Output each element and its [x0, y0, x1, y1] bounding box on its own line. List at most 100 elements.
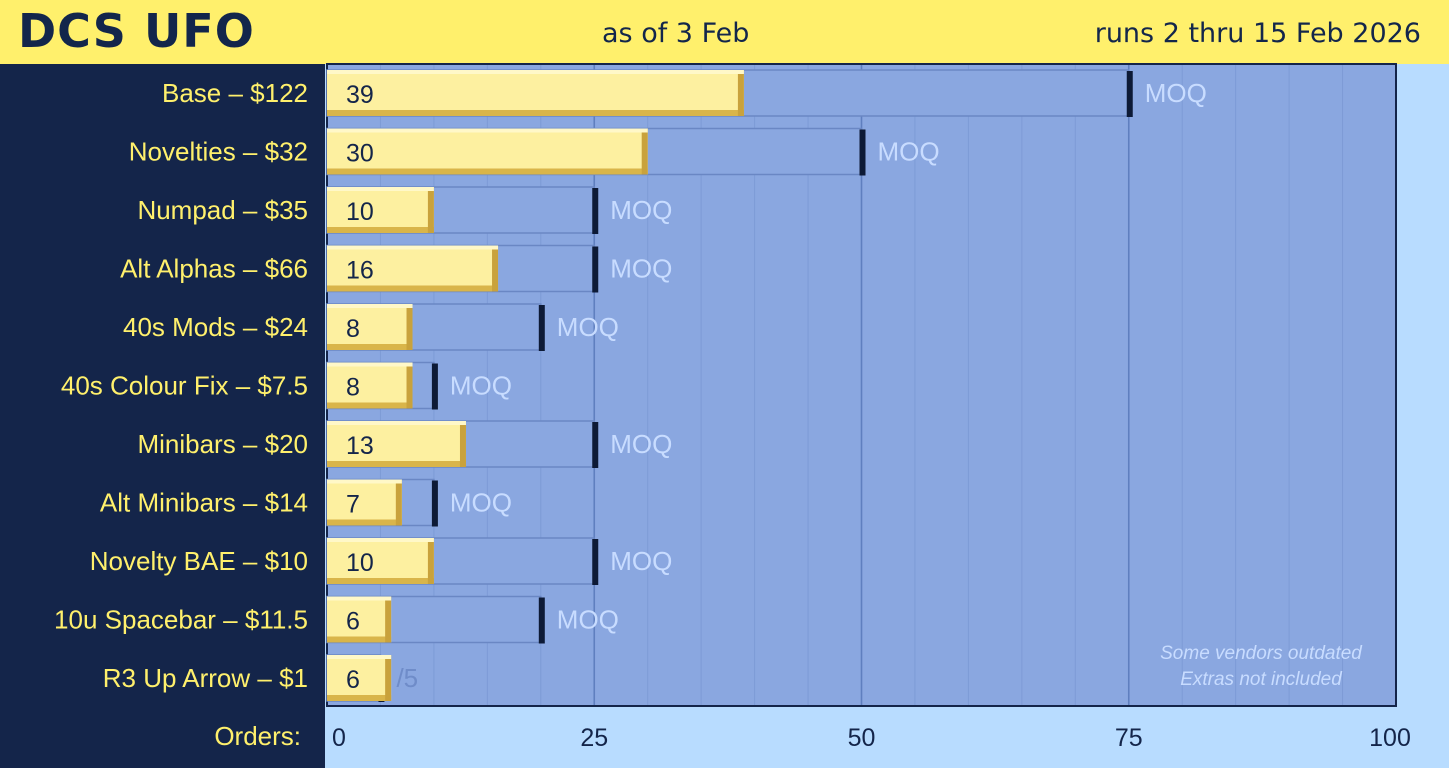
order-bar-edge	[406, 304, 413, 350]
order-bar-edge	[492, 245, 499, 292]
moq-label: MOQ	[450, 371, 512, 401]
order-bar-highlight	[327, 596, 392, 601]
moq-end-marker	[592, 188, 599, 234]
order-bar-shadow	[327, 110, 744, 116]
moq-label: /5	[396, 663, 418, 693]
order-bar-highlight	[327, 245, 499, 250]
moq-end-marker	[592, 539, 599, 585]
order-bar-shadow	[327, 519, 402, 526]
order-bar-shadow	[327, 227, 434, 233]
moq-end-marker	[538, 597, 545, 644]
category-label: Alt Alphas – $66	[120, 254, 308, 284]
order-bar	[327, 304, 413, 350]
order-value-label: 16	[346, 257, 374, 285]
moq-end-marker	[431, 363, 438, 410]
order-bar-edge	[427, 538, 434, 584]
moq-label: MOQ	[610, 195, 672, 225]
order-bar-edge	[737, 70, 744, 116]
category-label: Novelty BAE – $10	[90, 546, 308, 576]
category-label: 40s Mods – $24	[123, 312, 308, 342]
category-label-panel	[0, 64, 325, 768]
chart-note: Extras not included	[1180, 669, 1343, 690]
x-tick-label: 0	[332, 724, 346, 752]
moq-end-marker	[592, 246, 599, 293]
chart-note: Some vendors outdated	[1160, 643, 1363, 664]
order-bar-shadow	[327, 168, 648, 175]
order-value-label: 6	[346, 666, 360, 694]
as-of-date: as of 3 Feb	[602, 18, 750, 49]
order-value-label: 30	[346, 140, 374, 168]
order-bar	[327, 479, 402, 526]
category-label: 10u Spacebar – $11.5	[54, 605, 308, 635]
order-value-label: 6	[346, 608, 360, 636]
order-bar-shadow	[327, 344, 413, 350]
category-label: Alt Minibars – $14	[100, 488, 308, 518]
order-bar	[327, 421, 466, 467]
order-bar-highlight	[327, 538, 434, 542]
moq-end-marker	[592, 422, 599, 468]
order-value-label: 7	[346, 491, 360, 519]
order-value-label: 13	[346, 432, 374, 460]
category-label: Minibars – $20	[137, 429, 308, 459]
order-value-label: 10	[346, 198, 374, 226]
moq-end-marker	[859, 129, 866, 176]
moq-end-marker	[538, 305, 545, 351]
order-bar-shadow	[327, 578, 434, 584]
order-bar	[327, 362, 413, 409]
moq-label: MOQ	[557, 605, 619, 635]
order-bar	[327, 245, 499, 292]
order-bar	[327, 655, 392, 701]
order-bar-highlight	[327, 362, 413, 367]
x-tick-label: 100	[1369, 724, 1411, 752]
order-bar-shadow	[327, 402, 413, 409]
order-bar-highlight	[327, 421, 466, 425]
order-bar-highlight	[327, 70, 744, 74]
order-bar-edge	[459, 421, 466, 467]
order-value-label: 39	[346, 81, 374, 109]
moq-end-marker	[431, 480, 438, 527]
x-tick-label: 25	[580, 724, 608, 752]
header-banner: DCS UFO as of 3 Feb runs 2 thru 15 Feb 2…	[0, 0, 1449, 64]
order-bar-highlight	[327, 187, 434, 191]
category-label: R3 Up Arrow – $1	[103, 663, 308, 693]
order-bar-edge	[385, 655, 392, 701]
moq-label: MOQ	[450, 488, 512, 518]
order-value-label: 10	[346, 549, 374, 577]
order-value-label: 8	[346, 315, 360, 343]
order-bar	[327, 128, 648, 175]
order-value-label: 8	[346, 374, 360, 402]
x-tick-label: 50	[848, 724, 876, 752]
order-bar	[327, 70, 744, 116]
order-bar-shadow	[327, 285, 499, 292]
category-label: Novelties – $32	[129, 137, 308, 167]
order-bar-edge	[395, 479, 402, 526]
order-bar-highlight	[327, 128, 648, 133]
moq-label: MOQ	[610, 546, 672, 576]
order-bar	[327, 538, 434, 584]
order-bar-shadow	[327, 695, 392, 701]
order-bar-highlight	[327, 304, 413, 308]
moq-label: MOQ	[557, 312, 619, 342]
order-bar	[327, 187, 434, 233]
order-bar-edge	[385, 596, 392, 643]
page-title: DCS UFO	[18, 4, 255, 58]
moq-label: MOQ	[610, 254, 672, 284]
moq-label: MOQ	[1145, 78, 1207, 108]
moq-label: MOQ	[610, 429, 672, 459]
moq-label: MOQ	[878, 137, 940, 167]
order-bar-edge	[641, 128, 648, 175]
order-bar-edge	[406, 362, 413, 409]
category-label: Base – $122	[162, 78, 308, 108]
x-axis-label: Orders:	[214, 721, 301, 751]
x-tick-label: 75	[1115, 724, 1143, 752]
order-bar-highlight	[327, 655, 392, 659]
category-label: Numpad – $35	[137, 195, 308, 225]
run-dates: runs 2 thru 15 Feb 2026	[1094, 18, 1421, 49]
category-label: 40s Colour Fix – $7.5	[61, 371, 308, 401]
order-bar	[327, 596, 392, 643]
moq-end-marker	[1126, 71, 1133, 117]
order-bar-shadow	[327, 461, 466, 467]
order-bar-highlight	[327, 479, 402, 484]
order-bar-shadow	[327, 636, 392, 643]
